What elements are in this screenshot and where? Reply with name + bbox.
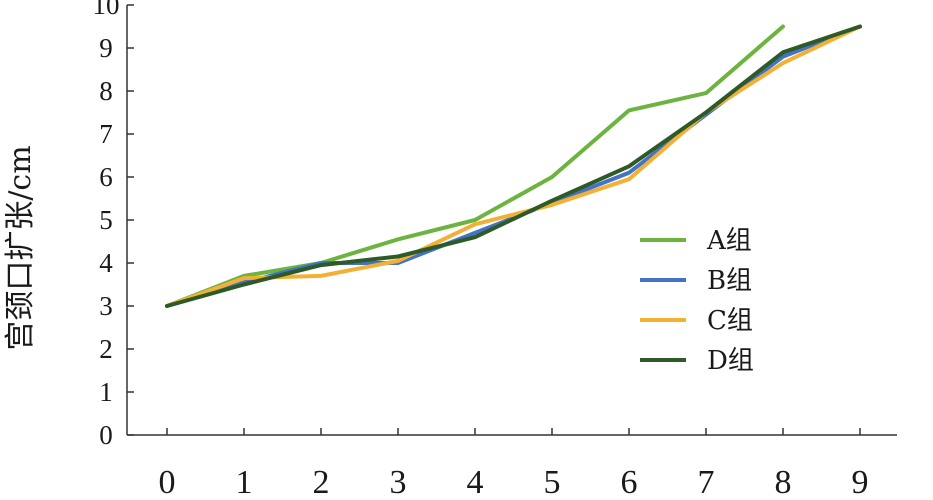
- legend-label: B组: [707, 266, 752, 296]
- x-tick-label: 2: [313, 464, 330, 500]
- y-tick-label: 5: [99, 205, 113, 235]
- series-line-4: [165, 24, 862, 308]
- y-ticks: 0 1 2 3 4 5 6 7 8 9 10: [93, 0, 134, 450]
- y-tick-label: 6: [99, 162, 113, 192]
- y-tick-label: 1: [99, 377, 113, 407]
- x-tick-label: 6: [621, 464, 638, 500]
- x-ticks: 0 1 2 3 4 5 6 7 8 9: [159, 428, 869, 500]
- y-tick-label: 2: [99, 334, 113, 364]
- legend-label: D组: [707, 346, 754, 376]
- y-tick-label: 8: [99, 76, 113, 106]
- series-lines: [165, 24, 862, 308]
- legend-label: A组: [706, 226, 752, 256]
- y-tick-label: 4: [99, 248, 113, 278]
- series-line-3: [165, 24, 862, 308]
- y-tick-label: 10: [93, 0, 120, 20]
- series-line-1: [165, 24, 785, 308]
- y-tick-label: 0: [99, 420, 113, 450]
- series-line-2: [165, 24, 862, 308]
- y-axis-label: 宫颈口扩张/cm: [3, 145, 38, 350]
- x-tick-label: 1: [236, 464, 253, 500]
- x-tick-label: 4: [467, 464, 484, 500]
- legend: A组 B组 C组 D组: [640, 226, 754, 376]
- x-tick-label: 8: [775, 464, 792, 500]
- x-tick-label: 9: [852, 464, 869, 500]
- x-tick-label: 3: [390, 464, 407, 500]
- x-tick-label: 7: [698, 464, 715, 500]
- y-tick-label: 9: [99, 33, 113, 63]
- x-tick-label: 0: [159, 464, 176, 500]
- y-tick-label: 7: [99, 119, 113, 149]
- y-tick-label: 3: [99, 291, 113, 321]
- legend-label: C组: [707, 306, 753, 336]
- x-tick-label: 5: [544, 464, 561, 500]
